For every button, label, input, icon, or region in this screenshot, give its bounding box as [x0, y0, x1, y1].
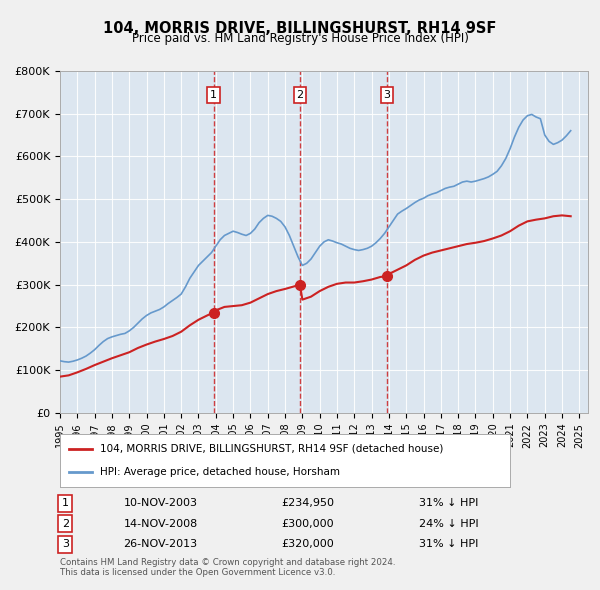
- Text: 31% ↓ HPI: 31% ↓ HPI: [419, 499, 478, 509]
- Text: £320,000: £320,000: [282, 539, 335, 549]
- Text: 26-NOV-2013: 26-NOV-2013: [124, 539, 197, 549]
- Text: Price paid vs. HM Land Registry's House Price Index (HPI): Price paid vs. HM Land Registry's House …: [131, 32, 469, 45]
- Text: This data is licensed under the Open Government Licence v3.0.: This data is licensed under the Open Gov…: [60, 568, 335, 576]
- Text: 1: 1: [210, 90, 217, 100]
- Text: 3: 3: [383, 90, 391, 100]
- Text: 2: 2: [62, 519, 69, 529]
- Text: 104, MORRIS DRIVE, BILLINGSHURST, RH14 9SF (detached house): 104, MORRIS DRIVE, BILLINGSHURST, RH14 9…: [101, 444, 444, 454]
- Text: 1: 1: [62, 499, 69, 509]
- Text: 104, MORRIS DRIVE, BILLINGSHURST, RH14 9SF: 104, MORRIS DRIVE, BILLINGSHURST, RH14 9…: [103, 21, 497, 35]
- Text: 24% ↓ HPI: 24% ↓ HPI: [419, 519, 479, 529]
- Text: £300,000: £300,000: [282, 519, 334, 529]
- Text: 2: 2: [296, 90, 304, 100]
- Text: HPI: Average price, detached house, Horsham: HPI: Average price, detached house, Hors…: [101, 467, 341, 477]
- Text: 3: 3: [62, 539, 69, 549]
- Text: 10-NOV-2003: 10-NOV-2003: [124, 499, 197, 509]
- Text: 31% ↓ HPI: 31% ↓ HPI: [419, 539, 478, 549]
- Text: Contains HM Land Registry data © Crown copyright and database right 2024.: Contains HM Land Registry data © Crown c…: [60, 558, 395, 566]
- Text: 14-NOV-2008: 14-NOV-2008: [124, 519, 197, 529]
- Text: £234,950: £234,950: [282, 499, 335, 509]
